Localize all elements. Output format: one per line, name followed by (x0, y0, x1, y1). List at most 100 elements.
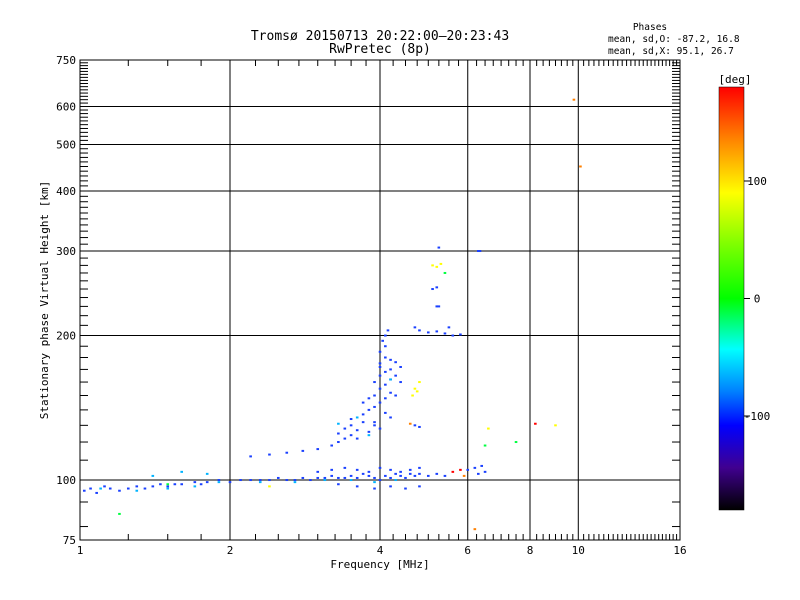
data-point (389, 485, 392, 488)
data-point (249, 479, 252, 482)
data-point (118, 489, 121, 492)
data-point (447, 326, 451, 329)
data-point (285, 451, 289, 454)
colorbar-gradient (718, 86, 745, 511)
colorbar-ticks: 100 0 -100 (744, 175, 771, 423)
data-point (462, 474, 466, 477)
data-point (399, 381, 402, 384)
data-point (301, 449, 305, 452)
data-point (459, 468, 462, 471)
data-point (413, 424, 417, 427)
y-tick-label: 500 (56, 139, 76, 152)
data-point (418, 466, 421, 469)
data-point (373, 487, 376, 490)
data-point (166, 483, 170, 486)
data-point (367, 430, 371, 433)
data-point (108, 487, 112, 490)
data-point (159, 483, 162, 486)
data-point (330, 468, 334, 471)
data-point (361, 413, 365, 416)
colorbar-tick-label: 0 (754, 293, 761, 306)
data-point (135, 485, 139, 488)
data-point (437, 246, 441, 249)
data-point (431, 264, 434, 267)
stats-x-line: mean, sd,X: 95.1, 26.7 (608, 46, 734, 57)
data-point (451, 470, 455, 473)
data-point (413, 387, 417, 390)
data-point (249, 455, 252, 458)
data-point (435, 265, 439, 268)
data-point (415, 390, 419, 393)
data-point (443, 332, 447, 335)
data-point (355, 468, 359, 471)
data-point (473, 466, 477, 469)
data-point (316, 476, 320, 479)
data-point (408, 468, 412, 471)
data-point (337, 432, 340, 435)
data-point (534, 422, 537, 425)
data-point (268, 479, 271, 482)
data-point (487, 427, 490, 430)
data-point (394, 361, 397, 364)
data-point (337, 441, 340, 444)
data-point (135, 489, 139, 492)
data-point (355, 416, 359, 419)
chart-title: Tromsø 20150713 20:22:00–20:23:43 (251, 29, 509, 44)
data-point (367, 434, 371, 437)
data-point (418, 472, 421, 475)
data-point (378, 427, 382, 430)
tick-label-layer: 1 2 4 6 8 10 16 75 100 200 300 400 500 600 750 (56, 54, 687, 557)
data-point (394, 374, 397, 377)
data-point (413, 326, 417, 329)
data-point (443, 474, 447, 477)
data-point (378, 387, 382, 390)
data-point (378, 466, 382, 469)
data-point (399, 365, 402, 368)
data-point (82, 489, 86, 492)
y-tick-label: 200 (56, 330, 76, 343)
y-tick-label: 750 (56, 54, 76, 67)
data-point (151, 485, 155, 488)
data-point (323, 476, 327, 479)
y-tick-label: 600 (56, 101, 76, 114)
data-point (389, 358, 392, 361)
data-point (268, 453, 271, 456)
data-point (443, 271, 447, 274)
data-point (343, 466, 347, 469)
data-point (437, 305, 441, 308)
data-point (389, 391, 392, 394)
data-point (355, 476, 359, 479)
data-point (217, 481, 221, 484)
colorbar-unit-label: [deg] (718, 73, 751, 86)
data-point (399, 470, 402, 473)
data-point (389, 378, 392, 381)
data-point (343, 476, 347, 479)
data-point (217, 479, 221, 482)
data-point (384, 411, 387, 414)
data-point (389, 476, 392, 479)
y-tick-label: 75 (63, 534, 76, 547)
data-point (554, 424, 557, 427)
data-point (349, 418, 353, 421)
data-point (418, 381, 421, 384)
data-point (384, 356, 387, 359)
y-tick-label: 300 (56, 245, 76, 258)
data-point (435, 305, 439, 308)
data-point (389, 368, 392, 371)
data-point (330, 474, 334, 477)
x-tick-label: 10 (572, 544, 585, 557)
data-point (323, 479, 327, 482)
data-point (343, 427, 347, 430)
data-point (367, 397, 371, 400)
data-point (180, 470, 184, 473)
data-point (316, 448, 320, 451)
data-point (99, 487, 102, 490)
data-point (373, 421, 376, 424)
data-point (173, 483, 177, 486)
data-point (413, 474, 417, 477)
data-point (349, 434, 353, 437)
data-point (404, 487, 407, 490)
data-points-layer (82, 98, 582, 531)
data-point (459, 333, 462, 336)
